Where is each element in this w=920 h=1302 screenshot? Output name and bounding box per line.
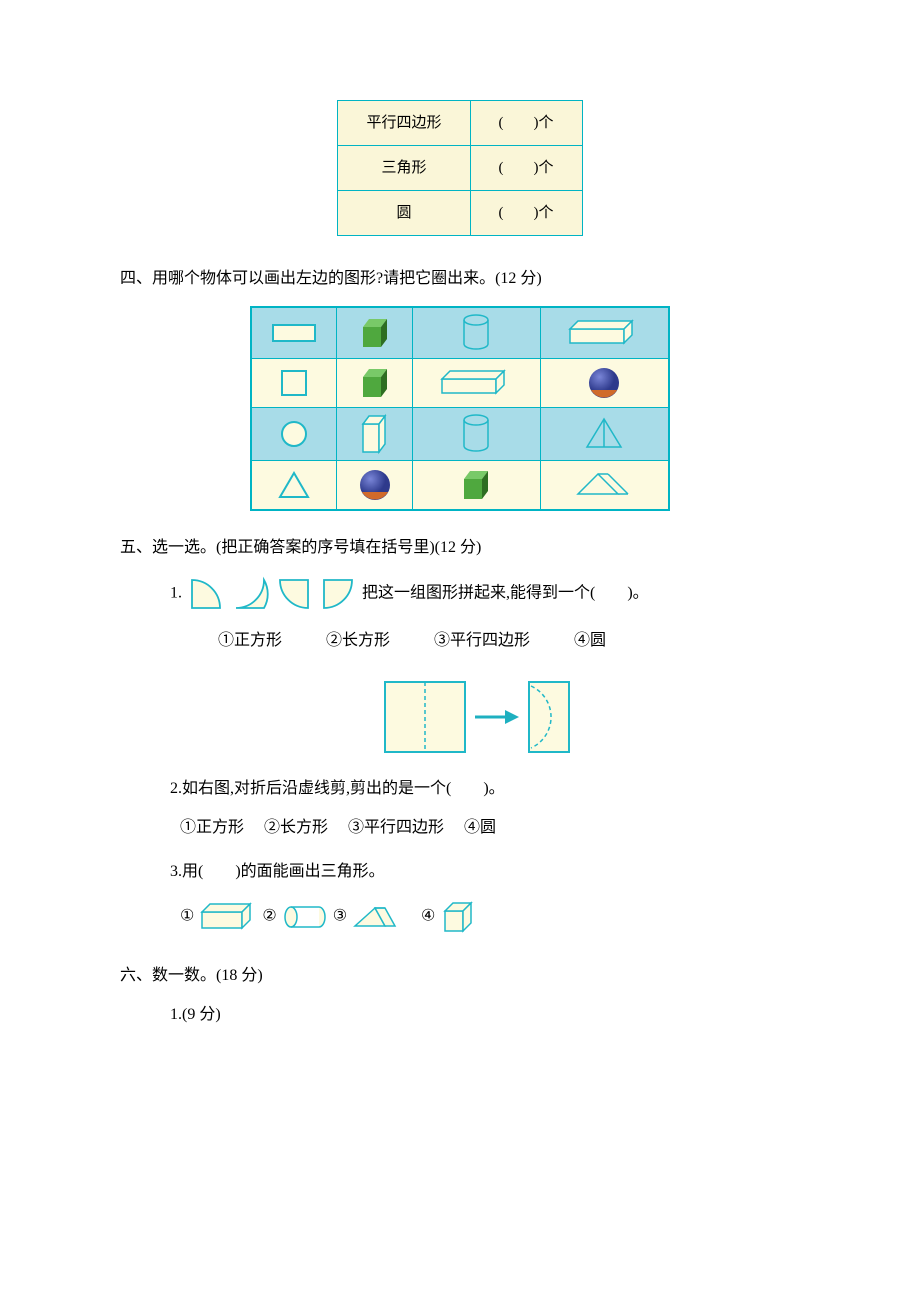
triangle-icon (276, 469, 312, 501)
quarter-shape-icon (318, 574, 358, 614)
option: ③平行四边形 (348, 819, 444, 836)
q5-3-options: ① ② ③ ④ (180, 899, 800, 935)
q5-2-figure (170, 672, 800, 762)
q4-cell-flat-circle (251, 407, 336, 460)
q4-cell-cylinder-outline (413, 407, 541, 460)
option: ③平行四边形 (434, 632, 530, 649)
q6-1: 1.(9 分) (170, 1002, 800, 1028)
quarter-shape-icon (230, 574, 270, 614)
cube-outline-icon (439, 899, 479, 935)
q4-cell-flat-rectangle (251, 307, 336, 359)
table-row: 圆 ( )个 (338, 191, 582, 236)
option: ①正方形 (180, 819, 244, 836)
cuboid-tall-icon (355, 412, 395, 456)
prism-icon (574, 470, 634, 500)
shape-label: 平行四边形 (338, 101, 470, 146)
shape-label: 圆 (338, 191, 470, 236)
section-4-heading: 四、用哪个物体可以画出左边的图形?请把它圈出来。(12 分) (120, 266, 800, 292)
q6-1-sub: 1.(9 分) (170, 1002, 800, 1028)
q4-cell-cube-solid (413, 460, 541, 510)
cuboid-icon (198, 902, 258, 932)
q4-cell-cube-solid (336, 358, 412, 407)
q4-cell-sphere (540, 358, 669, 407)
circle-icon (277, 417, 311, 451)
q5-2-text: 2.如右图,对折后沿虚线剪,剪出的是一个( )。 (170, 776, 800, 802)
cylinder-icon (456, 412, 496, 456)
q4-cell-long-cuboid (413, 358, 541, 407)
q4-cell-flat-square (251, 358, 336, 407)
quarter-shape-icon (274, 574, 314, 614)
q4-cell-cylinder-outline (413, 307, 541, 359)
table-row: 平行四边形 ( )个 (338, 101, 582, 146)
q5-1-line: 1. 把这一组图形拼起来,能得到一个( )。 (170, 574, 800, 614)
option: ①正方形 (218, 632, 282, 649)
q5-1: 1. 把这一组图形拼起来,能得到一个( )。 ①正方形 ②长方形 ③平行四边形 … (170, 574, 800, 934)
tri-prism-icon (351, 902, 405, 932)
q5-1-tail: 把这一组图形拼起来,能得到一个( )。 (362, 585, 649, 602)
fold-cut-icon (375, 672, 595, 762)
q4-cell-tall-cuboid (336, 407, 412, 460)
q4-cell-long-cuboid (540, 307, 669, 359)
q5-3-opt3-label: ③ (333, 907, 347, 924)
option: ②长方形 (264, 819, 328, 836)
sphere-icon (585, 364, 623, 402)
q4-grid (250, 306, 670, 511)
tetra-icon (583, 415, 625, 453)
cylinder-icon (456, 312, 496, 354)
q4-row (251, 460, 669, 510)
option: ④圆 (464, 819, 496, 836)
q5-3-opt1-label: ① (180, 907, 194, 924)
q4-cell-sphere (336, 460, 412, 510)
quarter-shape-icon (186, 574, 226, 614)
cuboid-icon (564, 317, 644, 349)
shape-value: ( )个 (470, 101, 582, 146)
q4-cell-cube-solid (336, 307, 412, 359)
q4-cell-tetra (540, 407, 669, 460)
shape-label: 三角形 (338, 146, 470, 191)
rectangle-icon (269, 319, 319, 347)
section-6-heading: 六、数一数。(18 分) (120, 963, 800, 989)
cube-icon (454, 465, 498, 505)
cylinder-side-icon (281, 902, 329, 932)
q5-1-options: ①正方形 ②长方形 ③平行四边形 ④圆 (218, 628, 800, 654)
q4-row (251, 358, 669, 407)
cube-icon (353, 313, 397, 353)
q4-row (251, 407, 669, 460)
sphere-icon (356, 466, 394, 504)
table-row: 三角形 ( )个 (338, 146, 582, 191)
section-5-heading: 五、选一选。(把正确答案的序号填在括号里)(12 分) (120, 535, 800, 561)
q4-cell-flat-triangle (251, 460, 336, 510)
shape-value: ( )个 (470, 146, 582, 191)
q5-3-text: 3.用( )的面能画出三角形。 (170, 859, 800, 885)
option: ④圆 (574, 632, 606, 649)
shape-value: ( )个 (470, 191, 582, 236)
option: ②长方形 (326, 632, 390, 649)
q5-3-opt4-label: ④ (421, 907, 435, 924)
q4-cell-prism-wide (540, 460, 669, 510)
cube-icon (353, 363, 397, 403)
q5-3-opt2-label: ② (262, 907, 276, 924)
cuboid-icon (436, 367, 516, 399)
q4-row (251, 307, 669, 359)
q5-2-options: ①正方形 ②长方形 ③平行四边形 ④圆 (180, 815, 800, 841)
square-icon (276, 365, 312, 401)
shapes-count-table: 平行四边形 ( )个 三角形 ( )个 圆 ( )个 (337, 100, 582, 236)
